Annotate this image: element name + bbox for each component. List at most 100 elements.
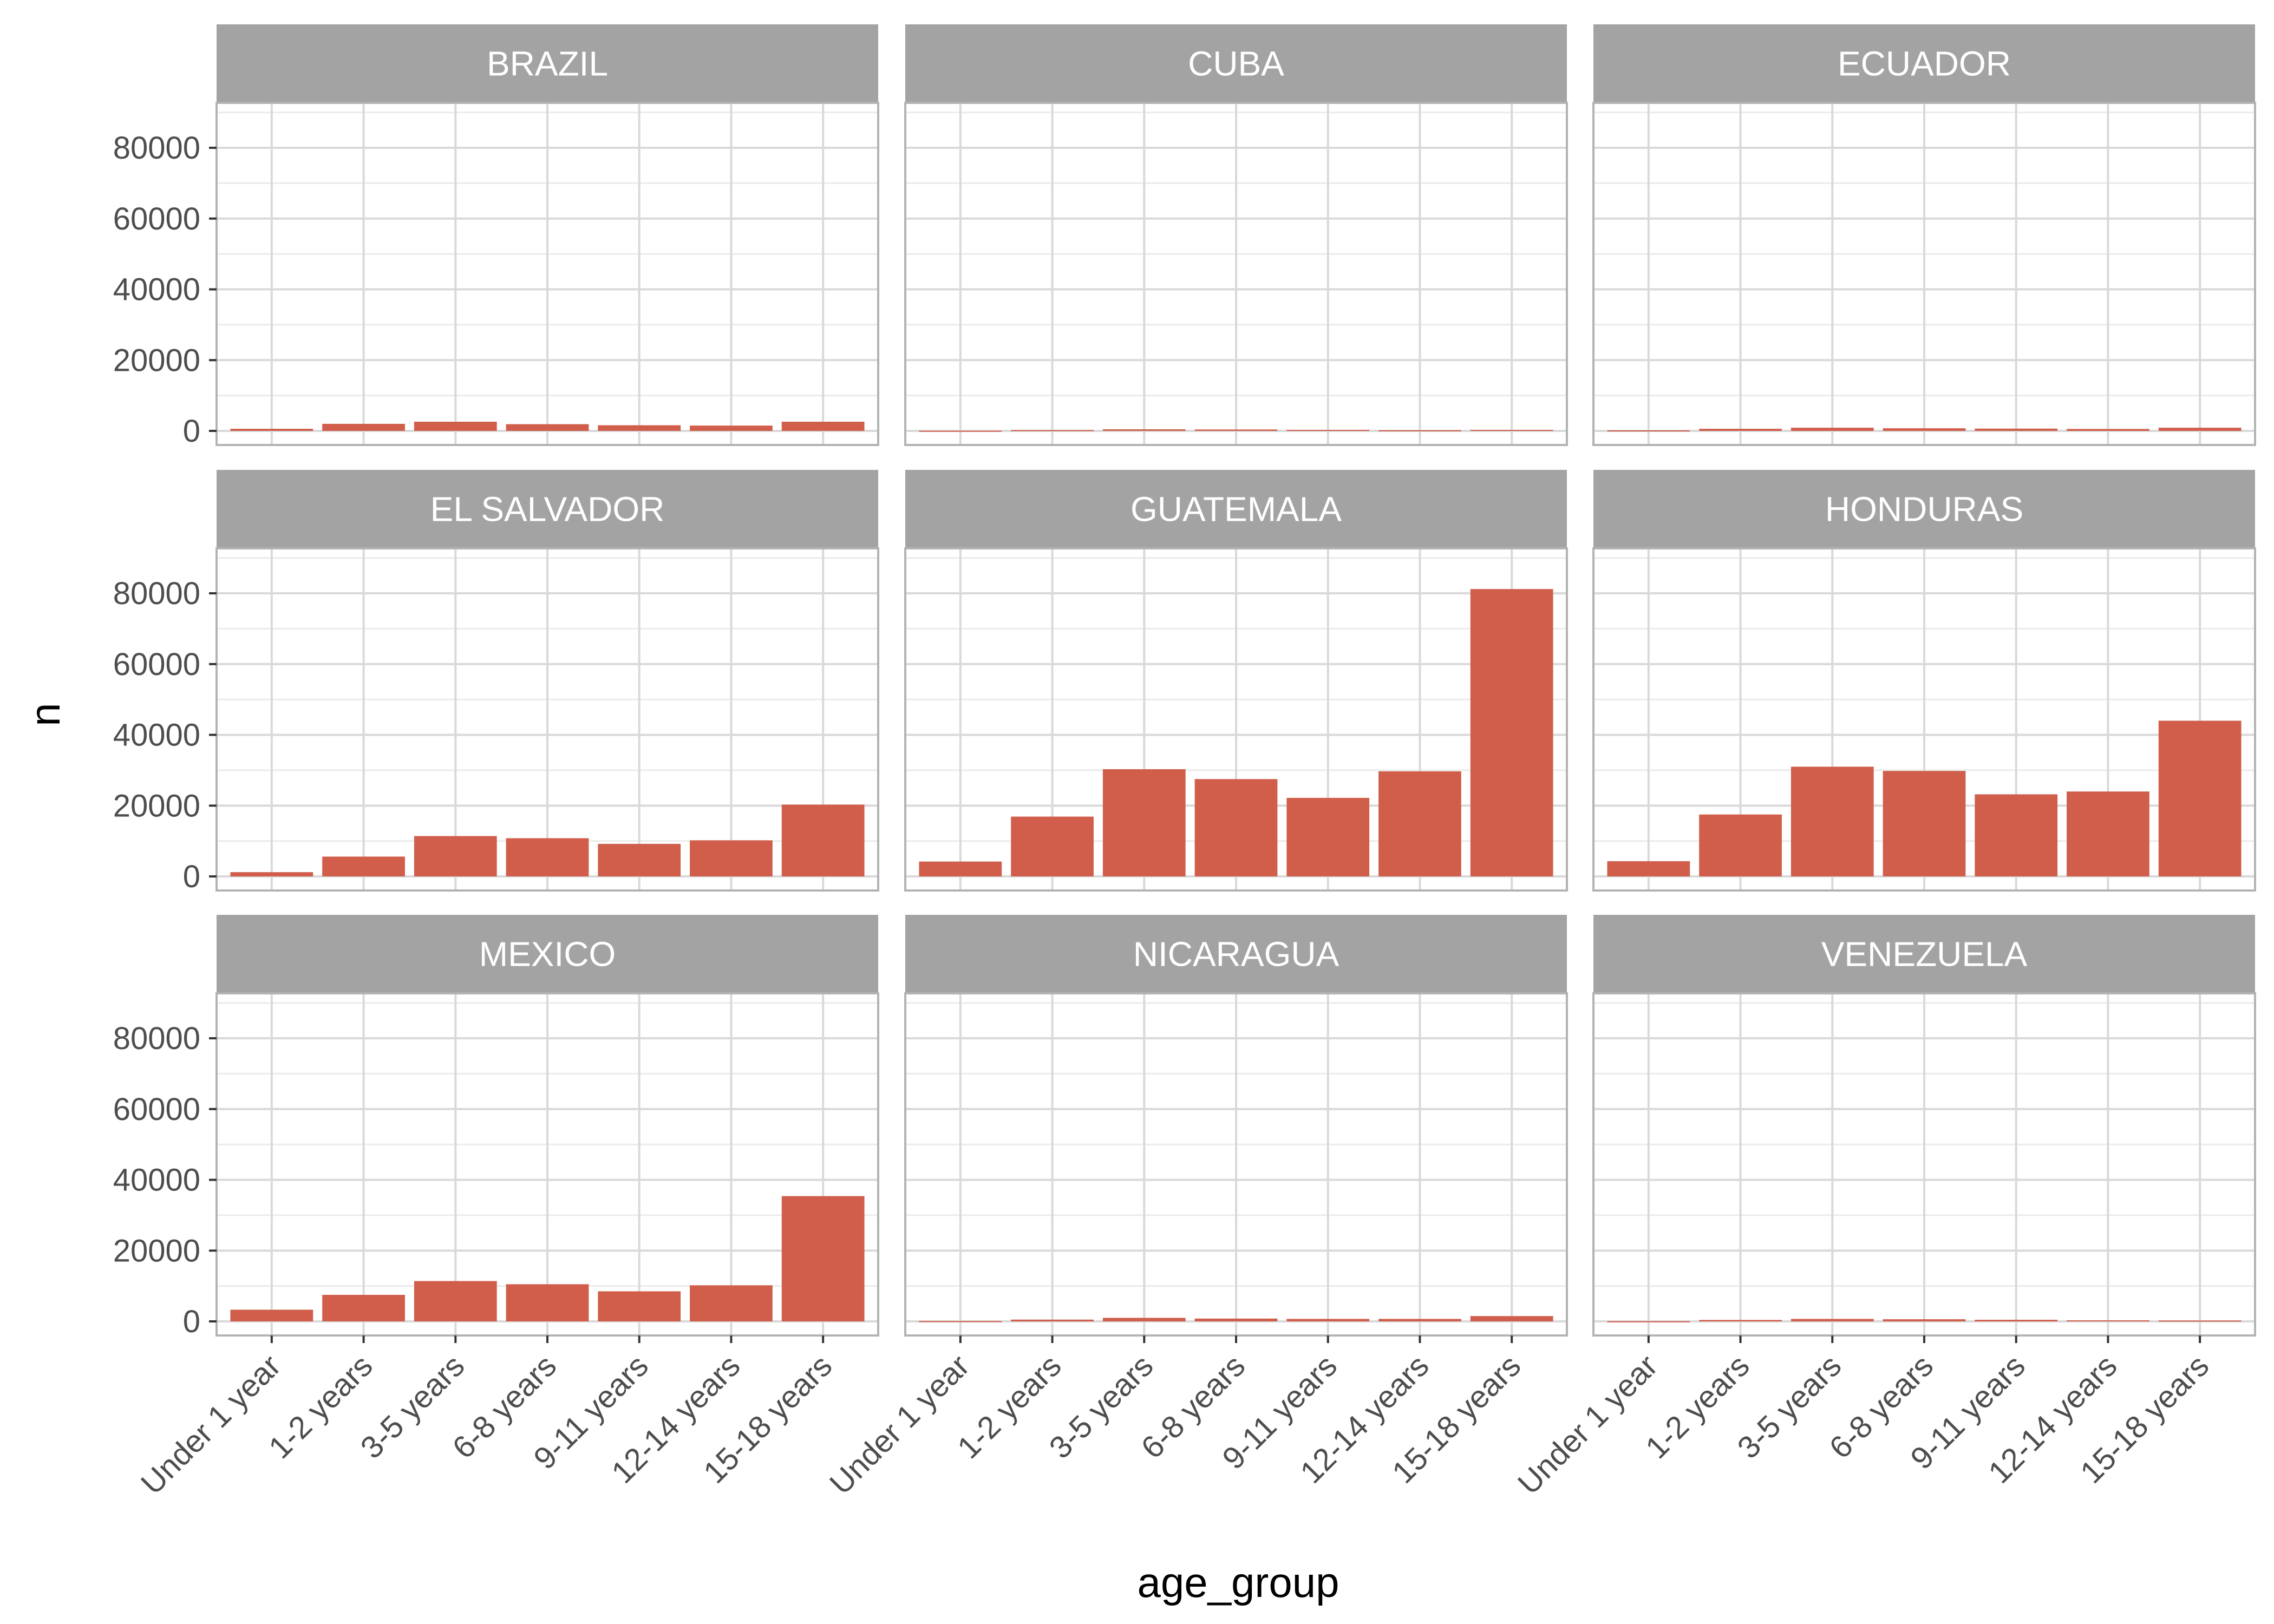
facet-strip-label: HONDURAS — [1825, 490, 2023, 529]
bar — [1883, 428, 1966, 431]
y-tick-label: 40000 — [113, 718, 200, 753]
bar — [1286, 797, 1370, 876]
bar — [506, 1284, 589, 1321]
y-tick-label: 60000 — [113, 1092, 200, 1127]
bar — [1194, 779, 1278, 876]
y-tick-label: 60000 — [113, 201, 200, 237]
facet-strip — [217, 915, 878, 993]
x-tick-label: Under 1 year — [823, 1348, 976, 1501]
bar — [781, 804, 865, 876]
bar — [1286, 430, 1370, 431]
y-tick-label: 60000 — [113, 647, 200, 682]
bar — [1470, 430, 1553, 431]
bar — [1102, 1318, 1186, 1321]
y-tick-label: 20000 — [113, 788, 200, 823]
bar — [230, 872, 313, 876]
facet-strip-label: CUBA — [1188, 44, 1284, 83]
panel-border — [1592, 547, 2256, 892]
bar — [1791, 428, 1874, 431]
bar — [1699, 429, 1782, 431]
facet-cuba: CUBA — [904, 24, 1568, 446]
bar — [1699, 1320, 1782, 1321]
facet-strip-label: GUATEMALA — [1131, 490, 1342, 529]
bar — [1470, 1316, 1553, 1321]
y-tick-label: 0 — [183, 414, 200, 449]
facet-strip — [905, 915, 1567, 993]
bar — [781, 1196, 865, 1321]
bar — [230, 429, 313, 431]
bar — [1791, 1319, 1874, 1321]
bar — [690, 840, 773, 876]
bar — [1194, 1318, 1278, 1321]
facet-el-salvador: EL SALVADOR 0 20000 40000 60000 80000 — [113, 470, 879, 894]
bar — [1883, 771, 1966, 876]
bar — [1699, 814, 1782, 876]
bar — [1791, 767, 1874, 876]
bar — [1470, 589, 1553, 876]
bar — [598, 1291, 681, 1321]
panel-border — [904, 547, 1568, 892]
bar — [1011, 430, 1094, 431]
facet-strip-label: ECUADOR — [1838, 44, 2011, 83]
facet-strip-label: VENEZUELA — [1821, 935, 2028, 974]
bar — [1011, 816, 1094, 876]
bar — [506, 424, 589, 431]
y-tick-label: 80000 — [113, 576, 200, 611]
facet-ecuador: ECUADOR — [1592, 24, 2256, 446]
bar — [1011, 1319, 1094, 1321]
bar — [1975, 1320, 2058, 1321]
facet-strip-label: MEXICO — [479, 935, 616, 974]
bar — [2067, 1320, 2149, 1322]
bar — [1102, 769, 1186, 876]
panel-border — [215, 102, 879, 446]
bar — [919, 861, 1002, 876]
bar — [322, 1294, 405, 1321]
y-tick-label: 0 — [183, 859, 200, 894]
y-tick-label: 20000 — [113, 1233, 200, 1268]
bar — [781, 422, 865, 431]
bar — [414, 1281, 497, 1321]
bar — [1286, 1319, 1370, 1321]
facet-strip — [1593, 24, 2255, 103]
bar — [919, 430, 1002, 432]
panel-border — [215, 547, 879, 892]
facet-strip — [1593, 915, 2255, 993]
bar — [1607, 1321, 1690, 1322]
bar — [2067, 429, 2149, 431]
x-tick-label: Under 1 year — [1511, 1348, 1664, 1501]
y-axis-title: n — [21, 703, 69, 726]
y-tick-label: 80000 — [113, 1021, 200, 1056]
x-tick-label: Under 1 year — [134, 1348, 287, 1501]
y-tick-label: 80000 — [113, 130, 200, 166]
bar — [1607, 861, 1690, 876]
bar — [1194, 429, 1278, 431]
bar — [690, 425, 773, 431]
facet-strip — [1593, 470, 2255, 548]
bar — [2158, 428, 2242, 431]
facet-strip-label: NICARAGUA — [1133, 935, 1339, 974]
bar — [230, 1309, 313, 1321]
bar — [2158, 721, 2242, 876]
facet-guatemala: GUATEMALA — [904, 470, 1568, 892]
bar — [2067, 791, 2149, 876]
bar — [1378, 771, 1461, 876]
bar — [598, 425, 681, 431]
bar — [2158, 1320, 2242, 1322]
bar — [322, 423, 405, 431]
facet-brazil: BRAZIL 0 20000 40000 60000 80000 — [113, 24, 879, 449]
y-tick-label: 0 — [183, 1304, 200, 1339]
bar — [598, 843, 681, 876]
bar — [1975, 794, 2058, 876]
bar — [1607, 430, 1690, 432]
y-tick-label: 20000 — [113, 343, 200, 378]
bar — [1883, 1319, 1966, 1321]
bar — [414, 422, 497, 431]
facet-strip — [217, 470, 878, 548]
bar — [1102, 429, 1186, 431]
bar — [414, 836, 497, 876]
facet-strip-label: BRAZIL — [487, 44, 608, 83]
